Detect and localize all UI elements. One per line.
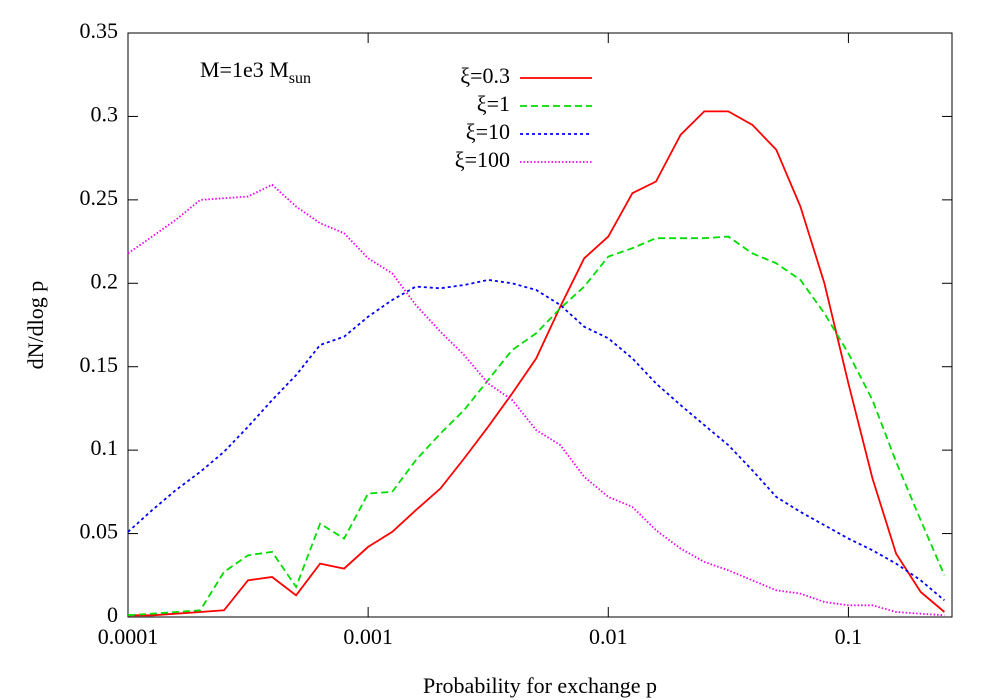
x-tick-label: 0.0001 xyxy=(98,624,159,649)
x-tick-label: 0.01 xyxy=(589,624,628,649)
y-tick-label: 0.1 xyxy=(91,435,119,460)
y-tick-label: 0.15 xyxy=(80,352,119,377)
series-line xyxy=(127,235,946,617)
annotation: M=1e3 Msun xyxy=(200,57,311,87)
legend-label: ξ=1 xyxy=(477,91,510,116)
y-tick-label: 0.3 xyxy=(91,101,119,126)
y-tick-label: 0.35 xyxy=(80,18,119,43)
plot-frame xyxy=(127,32,953,618)
series-line xyxy=(127,278,945,601)
x-tick-label: 0.1 xyxy=(835,624,863,649)
y-tick-label: 0.25 xyxy=(80,185,119,210)
y-axis-label: dN/dlog p xyxy=(23,281,48,370)
y-tick-label: 0.05 xyxy=(80,519,119,544)
y-tick-label: 0 xyxy=(107,602,118,627)
legend-label: ξ=10 xyxy=(466,119,510,144)
annotation-subscript: sun xyxy=(289,70,311,87)
legend-label: ξ=0.3 xyxy=(460,63,510,88)
x-tick-label: 0.001 xyxy=(343,624,393,649)
series-line xyxy=(128,110,945,617)
legend-label: ξ=100 xyxy=(455,147,510,172)
x-axis-label: Probability for exchange p xyxy=(423,673,657,698)
annotation-text: M=1e3 M xyxy=(200,57,289,82)
series-line xyxy=(127,183,945,617)
y-tick-label: 0.2 xyxy=(91,268,119,293)
